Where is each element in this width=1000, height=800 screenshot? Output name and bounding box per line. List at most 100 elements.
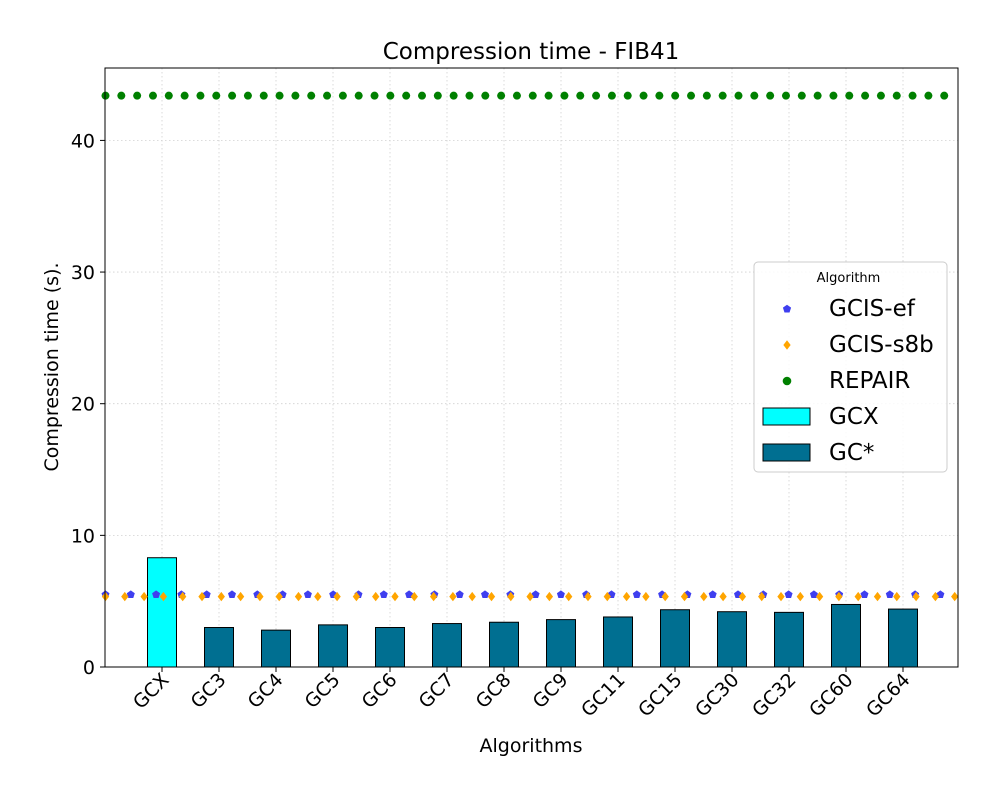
series-gcis-s8b bbox=[101, 591, 959, 602]
series-point bbox=[303, 590, 312, 598]
series-point bbox=[507, 591, 515, 602]
series-point bbox=[228, 91, 237, 100]
series-point bbox=[455, 590, 464, 598]
legend-marker bbox=[782, 376, 792, 386]
series-point bbox=[632, 590, 641, 598]
series-point bbox=[196, 91, 205, 100]
chart-title: Compression time - FIB41 bbox=[383, 39, 680, 65]
plot-frame bbox=[104, 67, 959, 668]
series-point bbox=[372, 591, 380, 602]
bar-gc64 bbox=[888, 608, 918, 668]
y-tick-label: 20 bbox=[71, 394, 95, 416]
series-point bbox=[671, 91, 680, 100]
series-point bbox=[565, 591, 573, 602]
series-point bbox=[603, 591, 611, 602]
series-point bbox=[854, 591, 862, 602]
legend-marker bbox=[782, 304, 792, 313]
series-point bbox=[873, 591, 882, 602]
series-point bbox=[680, 591, 689, 602]
series-point bbox=[622, 591, 631, 602]
y-tick-label: 40 bbox=[71, 130, 95, 152]
y-axis-label: Compression time (s). bbox=[41, 262, 63, 471]
series-point bbox=[429, 591, 438, 602]
series-point bbox=[924, 91, 933, 100]
series-point bbox=[860, 590, 869, 598]
series-point bbox=[418, 91, 426, 100]
series-point bbox=[468, 591, 476, 602]
series-point bbox=[876, 91, 885, 100]
bar-gc6 bbox=[375, 627, 405, 668]
series-point bbox=[708, 590, 717, 598]
series-point bbox=[813, 91, 822, 100]
series-point bbox=[815, 591, 824, 602]
series-point bbox=[861, 91, 870, 100]
series-point bbox=[180, 91, 189, 100]
bar-gc7 bbox=[432, 623, 462, 668]
legend-title: Algorithm bbox=[817, 271, 881, 286]
series-point bbox=[465, 91, 474, 100]
series-point bbox=[940, 91, 949, 100]
bar-gc32 bbox=[774, 611, 804, 668]
legend-item-gcis-ef: GCIS-ef bbox=[782, 296, 916, 322]
legend-marker bbox=[783, 340, 791, 350]
series-point bbox=[784, 590, 793, 598]
series-point bbox=[766, 91, 775, 100]
series-point bbox=[481, 590, 489, 598]
legend-item-gcx: GCX bbox=[762, 404, 879, 430]
series-point bbox=[370, 91, 379, 100]
series-point bbox=[117, 91, 126, 100]
series-point bbox=[487, 591, 496, 602]
series-point bbox=[951, 591, 959, 602]
series-point bbox=[687, 91, 696, 100]
legend-label: REPAIR bbox=[829, 368, 910, 394]
series-point bbox=[291, 91, 300, 100]
bar-gc60 bbox=[831, 603, 861, 668]
legend-patch bbox=[762, 407, 811, 426]
series-point bbox=[908, 91, 917, 100]
bar-gc3 bbox=[204, 627, 234, 668]
series-point bbox=[531, 590, 540, 598]
series-point bbox=[164, 91, 173, 100]
legend-label: GCIS-ef bbox=[829, 296, 916, 322]
series-point bbox=[639, 91, 648, 100]
series-point bbox=[576, 91, 585, 100]
series-point bbox=[217, 591, 225, 602]
bar-gc9 bbox=[546, 619, 576, 668]
series-point bbox=[481, 91, 490, 100]
series-point bbox=[781, 91, 790, 100]
series-point bbox=[449, 591, 457, 602]
series-point bbox=[497, 91, 506, 100]
series-point bbox=[892, 91, 901, 100]
reference-series bbox=[101, 91, 959, 602]
series-point bbox=[544, 91, 553, 100]
series-point bbox=[642, 591, 650, 602]
series-point bbox=[512, 91, 521, 100]
series-point bbox=[386, 91, 395, 100]
series-point bbox=[797, 91, 806, 100]
series-point bbox=[718, 91, 727, 100]
series-point bbox=[307, 91, 316, 100]
series-point bbox=[433, 91, 442, 100]
x-axis-label: Algorithms bbox=[480, 735, 583, 757]
y-tick-label: 30 bbox=[71, 262, 95, 284]
bar-gcx bbox=[147, 557, 177, 668]
series-point bbox=[243, 91, 252, 100]
series-point bbox=[294, 591, 303, 602]
series-point bbox=[528, 91, 537, 100]
series-point bbox=[275, 91, 284, 100]
series-point bbox=[275, 591, 283, 602]
series-repair bbox=[101, 91, 949, 100]
series-point bbox=[410, 591, 418, 602]
series-point bbox=[212, 91, 221, 100]
series-point bbox=[912, 591, 920, 602]
series-point bbox=[148, 91, 157, 100]
series-point bbox=[259, 91, 268, 100]
bar-gc8 bbox=[489, 621, 519, 668]
bar-gc11 bbox=[603, 616, 633, 668]
series-point bbox=[228, 590, 236, 598]
series-point bbox=[835, 591, 843, 602]
series-point bbox=[809, 590, 818, 598]
series-point bbox=[133, 91, 142, 100]
series-point bbox=[796, 591, 804, 602]
